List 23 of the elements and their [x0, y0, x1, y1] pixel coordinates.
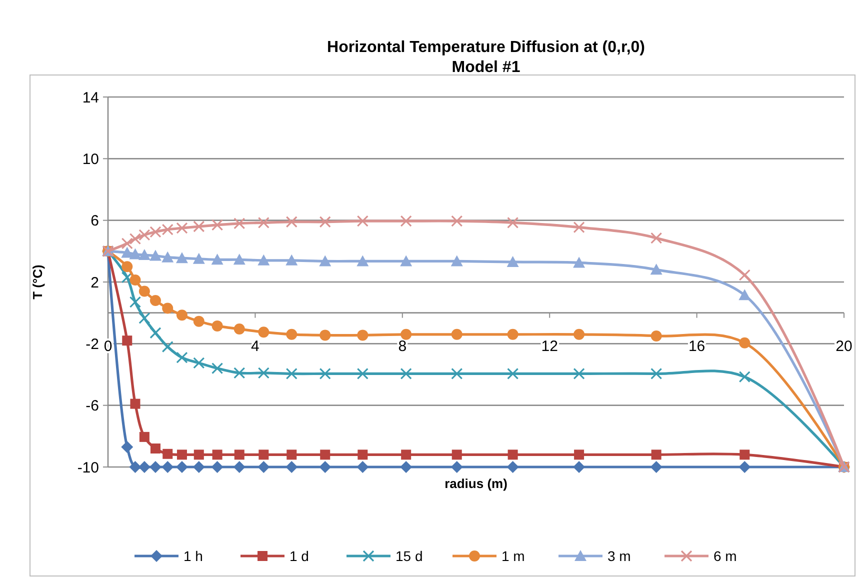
x-tick-label: 4: [251, 338, 260, 355]
x-axis-title: radius (m): [444, 476, 508, 491]
legend-label: 15 d: [396, 548, 423, 564]
legend-label: 6 m: [714, 548, 737, 564]
y-tick-label: -6: [86, 398, 99, 415]
y-tick-label: -2: [86, 336, 99, 353]
legend-label: 1 d: [290, 548, 309, 564]
y-tick-label: -10: [77, 459, 99, 476]
y-tick-label: 14: [82, 89, 99, 106]
x-tick-label: 16: [688, 338, 706, 355]
y-tick-label: 6: [90, 212, 99, 230]
legend-label: 1 m: [502, 548, 525, 564]
y-axis-title: T (°C): [30, 264, 45, 300]
y-tick-label: 10: [82, 150, 99, 168]
chart-subtitle: Model #1: [452, 59, 520, 76]
x-tick-label: 8: [398, 338, 407, 355]
legend-label: 1 h: [184, 548, 203, 564]
legend-label: 3 m: [608, 548, 631, 564]
x-tick-label: 0: [104, 338, 112, 355]
x-tick-label: 12: [541, 338, 558, 355]
chart-title: Horizontal Temperature Diffusion at (0,r,0): [327, 39, 645, 56]
y-tick-label: 2: [90, 274, 99, 292]
x-tick-label: 20: [836, 338, 852, 355]
